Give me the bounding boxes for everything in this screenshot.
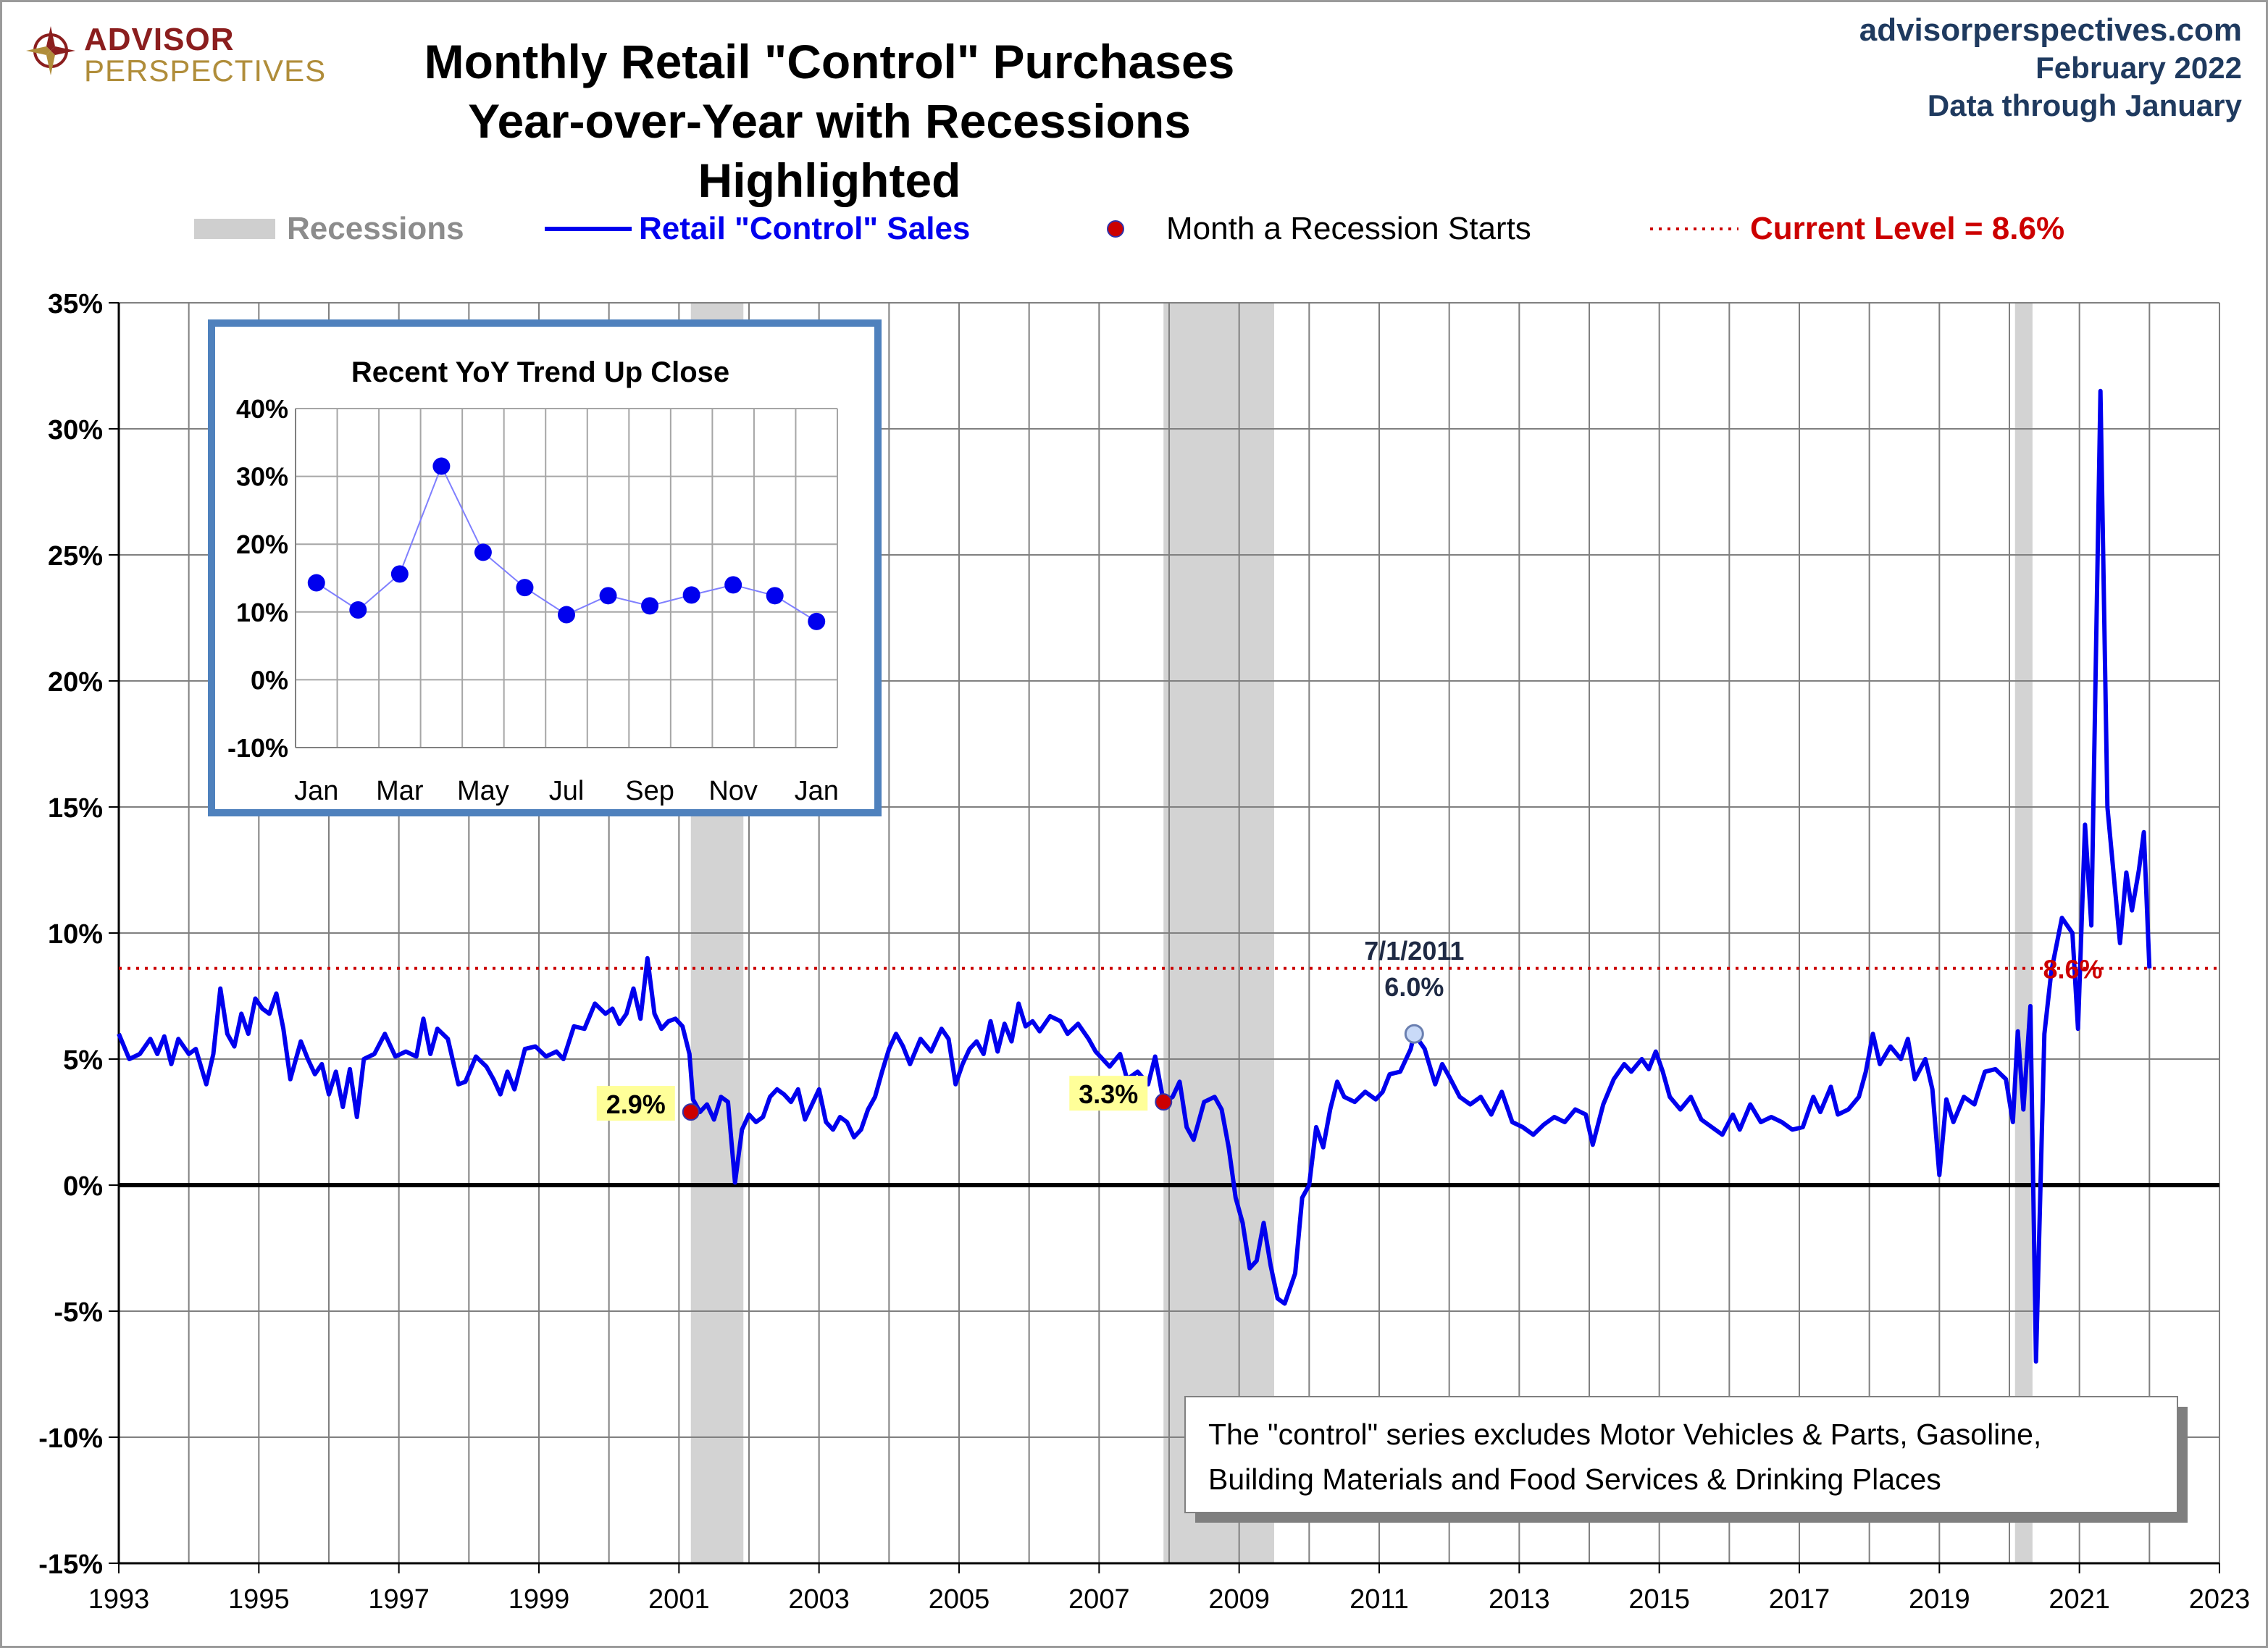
inset-y-tick-label: 40% [236,394,288,424]
inset-y-tick-label: -10% [227,733,288,763]
note-box-line2: Building Materials and Food Services & D… [1208,1463,1941,1496]
y-tick-label: 30% [48,415,103,446]
inset-x-tick-label: Jan [294,776,338,806]
y-tick-label: 15% [48,793,103,824]
x-tick-label: 2005 [929,1584,990,1615]
inset-data-point [724,576,742,594]
x-tick-label: 1995 [228,1584,290,1615]
brand-logo: ADVISOR PERSPECTIVES [26,22,330,88]
current-level-label: 8.6% [2043,955,2103,984]
y-tick-label: 0% [63,1171,103,1202]
inset-data-point [432,457,451,475]
y-tick-label: 20% [48,667,103,698]
y-tick-label: 5% [63,1045,103,1076]
inset-title: Recent YoY Trend Up Close [351,356,729,388]
inset-y-tick-label: 0% [251,665,288,695]
inset-data-point [641,597,659,615]
y-tick-label: 35% [48,289,103,319]
x-tick-label: 2023 [2189,1584,2251,1615]
inset-x-tick-label: Jan [795,776,839,806]
inset-data-point [599,587,617,605]
inset-x-tick-label: Nov [708,776,758,806]
recession-start-marker [1155,1093,1173,1111]
brand-line1: ADVISOR [84,22,235,57]
y-tick-label: -5% [54,1297,103,1328]
legend-start-label: Month a Recession Starts [1166,211,1531,246]
recession-start-label-bg [1069,1076,1148,1111]
inset-data-point [307,574,325,592]
x-tick-label: 2009 [1208,1584,1270,1615]
callout-date: 7/1/2011 [1364,936,1464,966]
x-tick-label: 2001 [648,1584,710,1615]
inset-plot-area [296,409,837,748]
inset-x-tick-label: May [457,776,509,806]
callout-value: 6.0% [1384,972,1444,1002]
title-line1: Monthly Retail "Control" Purchases [424,35,1235,88]
y-tick-label: -15% [38,1549,103,1580]
recession-start-label: 2.9% [606,1089,666,1119]
source-date: February 2022 [2035,51,2242,85]
y-tick-label: 10% [48,919,103,950]
note-box [1184,1396,2178,1513]
inset-data-point [808,612,826,630]
x-tick-label: 1993 [88,1584,150,1615]
legend-current-label: Current Level = 8.6% [1750,211,2064,246]
inset-data-point [766,587,784,605]
x-tick-label: 2003 [788,1584,850,1615]
x-tick-label: 2013 [1489,1584,1550,1615]
inset-data-point [474,543,492,561]
x-tick-label: 1997 [368,1584,430,1615]
chart-title: Monthly Retail "Control" Purchases Year-… [406,32,1253,210]
retail-control-sales-line [117,388,2152,1364]
title-line2: Year-over-Year with Recessions Highlight… [468,94,1191,207]
y-tick-label: -10% [38,1423,103,1454]
x-tick-label: 1999 [509,1584,570,1615]
inset-data-point [682,586,700,604]
inset-y-tick-label: 10% [236,598,288,627]
legend-recession-swatch [194,219,275,239]
callout-marker [1404,1024,1424,1044]
inset-data-point [516,579,534,597]
source-note: Data through January [1927,88,2242,122]
inset-x-tick-label: Mar [376,776,424,806]
recession-start-label-bg [596,1086,675,1121]
inset-x-tick-label: Jul [549,776,585,806]
x-tick-label: 2011 [1349,1584,1409,1615]
brand-line2: PERSPECTIVES [84,54,327,88]
inset-x-tick-label: Sep [625,776,674,806]
note-box-line1: The "control" series excludes Motor Vehi… [1208,1418,2041,1451]
x-tick-label: 2007 [1068,1584,1130,1615]
x-tick-label: 2017 [1769,1584,1830,1615]
compass-icon [26,26,75,75]
legend-series-label: Retail "Control" Sales [639,211,970,246]
y-tick-label: 25% [48,541,103,572]
inset-data-point [349,601,367,619]
x-tick-label: 2019 [1909,1584,1970,1615]
recession-start-label: 3.3% [1079,1079,1138,1109]
x-tick-label: 2021 [2049,1584,2110,1615]
inset-data-point [558,606,575,624]
source-site: advisorperspectives.com [1859,12,2242,48]
inset-y-tick-label: 30% [236,462,288,492]
x-tick-label: 2015 [1628,1584,1690,1615]
source-block: advisorperspectives.com February 2022 Da… [1859,12,2242,125]
inset-y-tick-label: 20% [236,530,288,559]
inset-data-point [390,565,409,583]
legend-recessions-label: Recessions [287,211,464,246]
legend-start-marker [1107,220,1124,238]
recession-start-marker [682,1103,700,1121]
